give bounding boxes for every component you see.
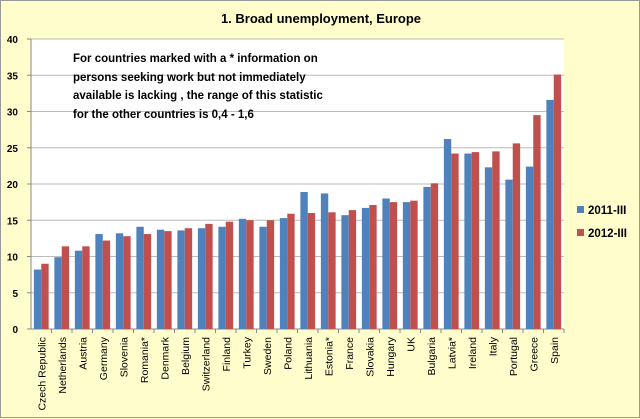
x-tick-label: Poland [282,337,294,370]
bar-2012-III-Switzerland [205,223,213,329]
x-tick-label: Switzerland [200,337,212,391]
bar-2011-III-UK [402,202,411,329]
bar-2012-III-Slovakia [369,205,377,329]
bar-2011-III-Netherlands [54,257,62,329]
bar-2011-III-Lithuania [300,191,308,329]
bar-2012-III-Portugal [512,143,521,329]
bar-2012-III-Ireland [471,152,480,329]
bar-2012-III-UK [410,200,418,329]
x-tick-label: Hungary [385,336,397,376]
bar-2011-III-Portugal [505,179,513,329]
bar-2011-III-Finland [218,226,226,329]
y-tick-label: 40 [7,35,19,46]
bar-2012-III-Greece [533,115,541,329]
y-tick-label: 20 [7,180,19,191]
bar-2012-III-Belgium [184,228,193,329]
bar-2012-III-Germany [102,240,111,329]
x-tick-label: Spain [549,337,561,364]
x-tick-label: UK [405,337,417,352]
x-tick-label: Romania* [139,337,151,383]
bar-2011-III-Italy [484,167,493,329]
legend-swatch [577,206,584,213]
chart-annotation: For countries marked with a * informatio… [73,53,323,121]
bar-2011-III-Latvia* [443,139,452,329]
x-tick-label: Lithuania [303,337,315,380]
bar-2011-III-Hungary [382,198,390,329]
bar-2011-III-Romania* [136,226,144,329]
y-tick-label: 15 [7,216,19,227]
chart-title: 1. Broad unemployment, Europe [221,11,421,26]
bar-2012-III-Latvia* [451,153,459,329]
bar-2012-III-Poland [287,213,295,329]
bar-2011-III-Bulgaria [423,186,431,329]
bar-2011-III-Slovakia [361,207,370,329]
bar-2012-III-Austria [82,246,90,329]
bar-2012-III-France [348,210,357,329]
x-tick-label: Finland [221,337,233,372]
bar-2011-III-Austria [74,250,83,329]
bar-2012-III-Denmark [164,231,172,329]
bar-2011-III-Ireland [464,153,472,329]
x-tick-label: Bulgaria [426,337,438,376]
bar-2012-III-Czech Republic [41,263,49,329]
bar-2012-III-Bulgaria [430,183,439,329]
bar-2011-III-Denmark [156,229,165,329]
x-tick-label: Germany [98,336,110,380]
x-tick-label: Denmark [159,336,171,379]
y-tick-label: 0 [12,325,18,336]
legend-label: 2012-III [588,228,627,240]
legend-label: 2011-III [588,205,626,217]
bar-2011-III-Greece [525,166,534,329]
x-tick-label: Latvia* [446,337,458,369]
x-tick-label: Netherlands [57,337,69,394]
legend-swatch [577,229,584,236]
x-tick-label: Czech Republic [36,337,48,411]
bar-2012-III-Hungary [389,202,398,329]
bar-2012-III-Estonia* [328,212,336,329]
x-tick-label: Slovenia [118,337,130,377]
x-tick-label: Turkey [241,336,253,368]
x-tick-label: Slovakia [364,337,376,377]
y-tick-label: 25 [7,144,19,155]
x-tick-label: Portugal [508,337,520,376]
bar-2012-III-Lithuania [307,213,316,329]
bar-2011-III-Estonia* [320,193,329,329]
bar-2012-III-Finland [225,221,234,329]
bar-2011-III-Czech Republic [33,269,42,329]
x-tick-label: Estonia* [323,337,335,376]
y-tick-label: 10 [7,253,19,264]
bar-2012-III-Turkey [246,220,254,329]
x-tick-label: France [344,337,356,370]
bar-2012-III-Slovenia [123,236,131,329]
bar-2012-III-Sweden [266,220,275,329]
bar-2012-III-Italy [492,151,500,329]
bar-2011-III-Slovenia [115,233,124,329]
bar-2011-III-Turkey [238,218,247,329]
bar-2012-III-Spain [553,74,562,330]
bar-2012-III-Romania* [143,234,152,329]
x-tick-label: Austria [77,337,89,370]
bar-2011-III-Spain [546,99,554,330]
bar-2011-III-France [341,215,349,329]
x-tick-label: Sweden [262,337,274,375]
bar-2011-III-Belgium [177,230,185,329]
y-tick-label: 35 [7,71,19,82]
y-tick-label: 30 [7,108,19,119]
bar-2012-III-Netherlands [61,246,70,329]
x-tick-label: Belgium [180,337,192,375]
x-tick-label: Greece [528,337,540,372]
x-tick-label: Ireland [467,337,479,369]
bar-2011-III-Germany [95,234,103,329]
bar-2011-III-Sweden [259,226,267,329]
x-tick-label: Italy [487,336,499,356]
y-tick-label: 5 [12,289,18,300]
bar-2011-III-Poland [279,218,288,329]
bar-2011-III-Switzerland [197,228,206,329]
